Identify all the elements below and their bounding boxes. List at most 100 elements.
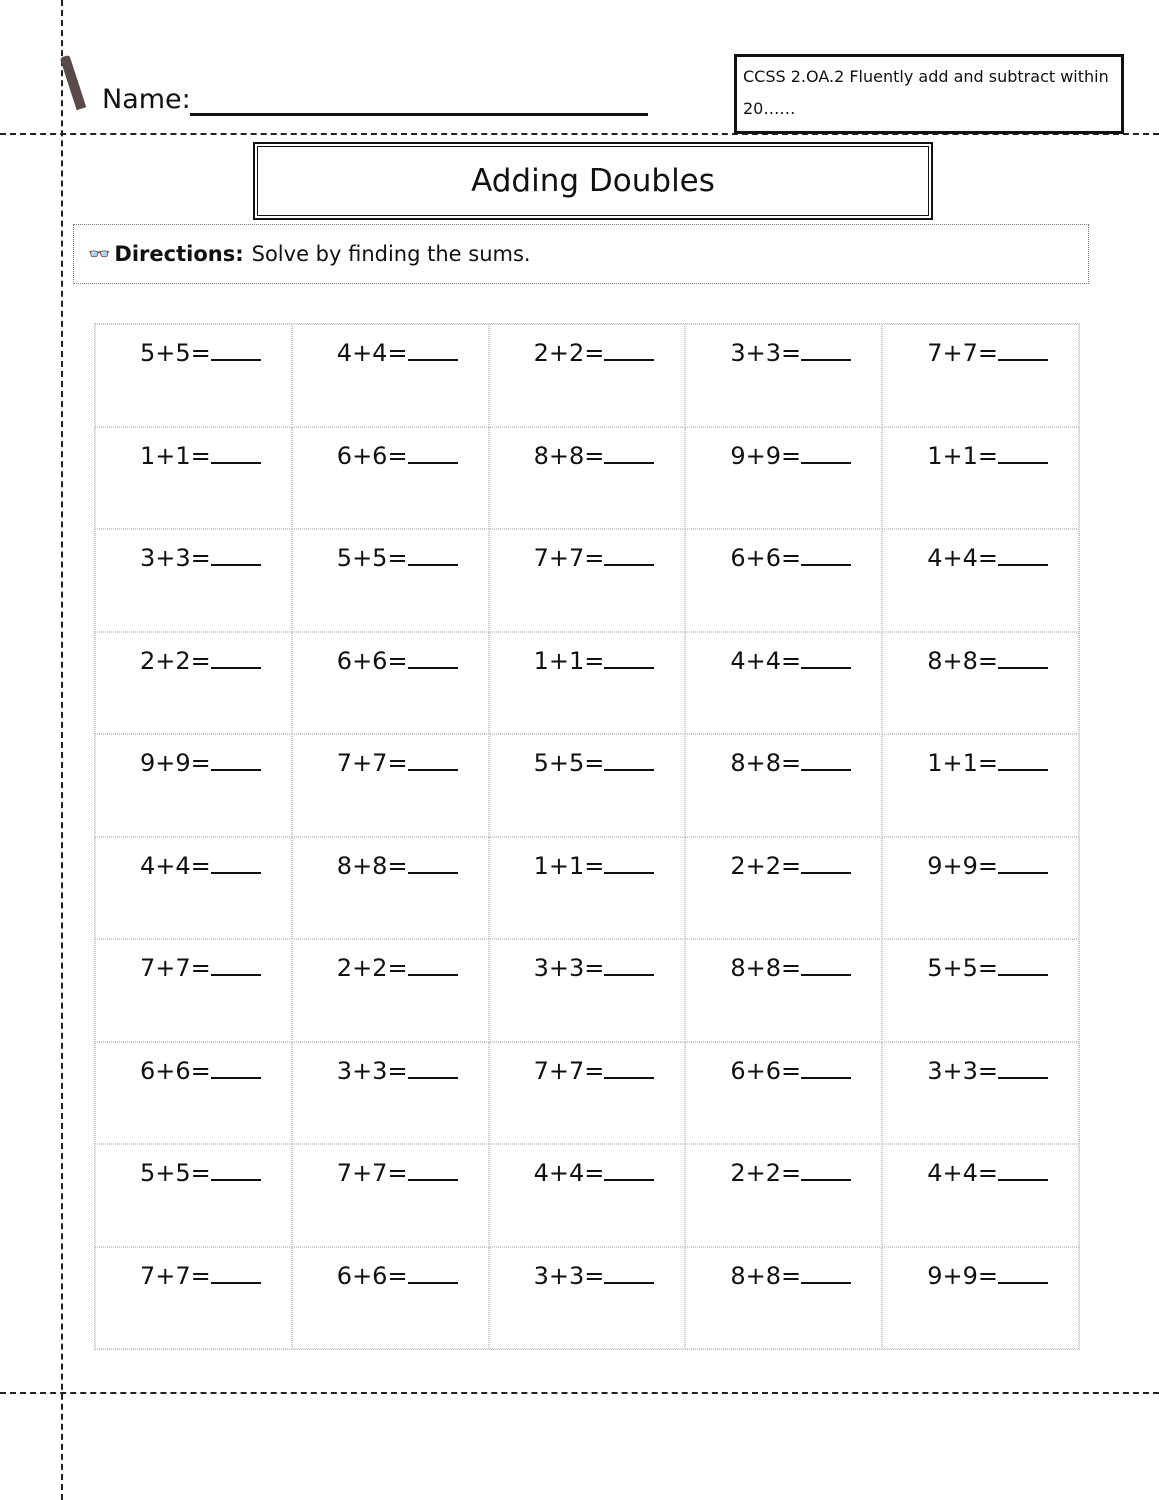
standard-box: CCSS 2.OA.2 Fluently add and subtract wi… <box>734 54 1124 134</box>
problem-text: 9+9= <box>140 749 211 777</box>
answer-blank[interactable] <box>997 647 1048 669</box>
problem-cell: 7+7= <box>291 1144 489 1247</box>
problem-cell: 3+3= <box>685 324 883 427</box>
problem-cell: 3+3= <box>95 529 292 632</box>
problem-text: 9+9= <box>927 851 998 880</box>
answer-blank[interactable] <box>604 954 655 976</box>
answer-blank[interactable] <box>210 852 261 874</box>
problem-cell: 8+8= <box>488 426 686 529</box>
problem-text: 6+6= <box>336 1261 408 1290</box>
answer-blank[interactable] <box>407 442 458 464</box>
problem-cell: 3+3= <box>488 939 686 1042</box>
answer-blank[interactable] <box>997 442 1048 464</box>
problem-cell: 6+6= <box>95 1041 292 1144</box>
answer-blank[interactable] <box>407 954 458 976</box>
answer-blank[interactable] <box>801 749 852 771</box>
answer-blank[interactable] <box>604 749 655 771</box>
problem-cell: 8+8= <box>685 1246 883 1349</box>
vertical-cut-line <box>61 0 63 1500</box>
answer-blank[interactable] <box>997 749 1048 771</box>
problem-text: 3+3= <box>336 1056 408 1085</box>
problem-text: 5+5= <box>140 339 211 367</box>
answer-blank[interactable] <box>210 749 261 771</box>
problem-cell: 5+5= <box>488 734 686 837</box>
answer-blank[interactable] <box>997 1159 1048 1181</box>
answer-blank[interactable] <box>407 1057 458 1079</box>
answer-blank[interactable] <box>407 1159 458 1181</box>
answer-blank[interactable] <box>997 852 1048 874</box>
answer-blank[interactable] <box>407 852 458 874</box>
answer-blank[interactable] <box>801 442 852 464</box>
answer-blank[interactable] <box>604 647 655 669</box>
problem-cell: 7+7= <box>882 324 1079 427</box>
answer-blank[interactable] <box>210 1159 261 1181</box>
answer-blank[interactable] <box>801 954 852 976</box>
answer-blank[interactable] <box>801 1262 852 1284</box>
problem-cell: 7+7= <box>488 529 686 632</box>
problem-cell: 1+1= <box>488 631 686 734</box>
directions-text: Solve by finding the sums. <box>251 242 531 266</box>
answer-blank[interactable] <box>801 339 852 361</box>
problem-text: 8+8= <box>730 749 802 777</box>
answer-blank[interactable] <box>997 1057 1048 1079</box>
problem-cell: 9+9= <box>882 836 1079 939</box>
answer-blank[interactable] <box>407 749 458 771</box>
answer-blank[interactable] <box>407 647 458 669</box>
answer-blank[interactable] <box>210 647 261 669</box>
answer-blank[interactable] <box>604 1057 655 1079</box>
answer-blank[interactable] <box>997 954 1048 976</box>
problem-text: 7+7= <box>533 544 605 572</box>
answer-blank[interactable] <box>604 442 655 464</box>
problem-text: 2+2= <box>730 1159 802 1187</box>
problem-text: 3+3= <box>533 954 605 982</box>
answer-blank[interactable] <box>997 1262 1048 1284</box>
problem-text: 8+8= <box>927 646 998 675</box>
answer-blank[interactable] <box>210 442 261 464</box>
answer-blank[interactable] <box>407 544 458 566</box>
problem-text: 7+7= <box>336 1159 408 1187</box>
problem-cell: 7+7= <box>488 1041 686 1144</box>
answer-blank[interactable] <box>801 1159 852 1181</box>
answer-blank[interactable] <box>801 647 852 669</box>
answer-blank[interactable] <box>604 852 655 874</box>
problem-text: 7+7= <box>140 1261 211 1290</box>
problem-text: 6+6= <box>730 1056 802 1085</box>
problem-cell: 9+9= <box>685 426 883 529</box>
answer-blank[interactable] <box>604 1262 655 1284</box>
answer-blank[interactable] <box>210 1057 261 1079</box>
answer-blank[interactable] <box>801 1057 852 1079</box>
answer-blank[interactable] <box>997 544 1048 566</box>
answer-blank[interactable] <box>604 544 655 566</box>
problem-text: 8+8= <box>336 851 408 880</box>
problem-cell: 8+8= <box>685 734 883 837</box>
problem-cell: 4+4= <box>882 529 1079 632</box>
answer-blank[interactable] <box>604 1159 655 1181</box>
answer-blank[interactable] <box>210 544 261 566</box>
answer-blank[interactable] <box>801 544 852 566</box>
bottom-cut-line <box>0 1392 1159 1394</box>
answer-blank[interactable] <box>210 339 261 361</box>
problem-grid: 5+5= 4+4= 2+2= 3+3= 7+7= 1+1= 6+6= 8+8= 9+9= 1+1=… <box>94 323 1080 1350</box>
problem-cell: 5+5= <box>882 939 1079 1042</box>
problem-text: 6+6= <box>336 441 408 470</box>
problem-cell: 6+6= <box>291 631 489 734</box>
directions-box: 👓 Directions: Solve by finding the sums. <box>73 224 1089 284</box>
problem-text: 1+1= <box>927 441 998 470</box>
name-field[interactable] <box>190 113 648 116</box>
problem-text: 1+1= <box>927 749 998 777</box>
answer-blank[interactable] <box>407 339 458 361</box>
answer-blank[interactable] <box>407 1262 458 1284</box>
problem-cell: 5+5= <box>95 324 292 427</box>
problem-text: 4+4= <box>730 646 802 675</box>
problem-cell: 8+8= <box>685 939 883 1042</box>
problem-text: 5+5= <box>140 1159 211 1187</box>
answer-blank[interactable] <box>210 954 261 976</box>
answer-blank[interactable] <box>801 852 852 874</box>
answer-blank[interactable] <box>210 1262 261 1284</box>
problem-text: 9+9= <box>730 441 802 470</box>
problem-cell: 1+1= <box>95 426 292 529</box>
top-cut-line <box>0 133 1159 135</box>
problem-text: 1+1= <box>533 646 605 675</box>
answer-blank[interactable] <box>997 339 1048 361</box>
answer-blank[interactable] <box>604 339 655 361</box>
